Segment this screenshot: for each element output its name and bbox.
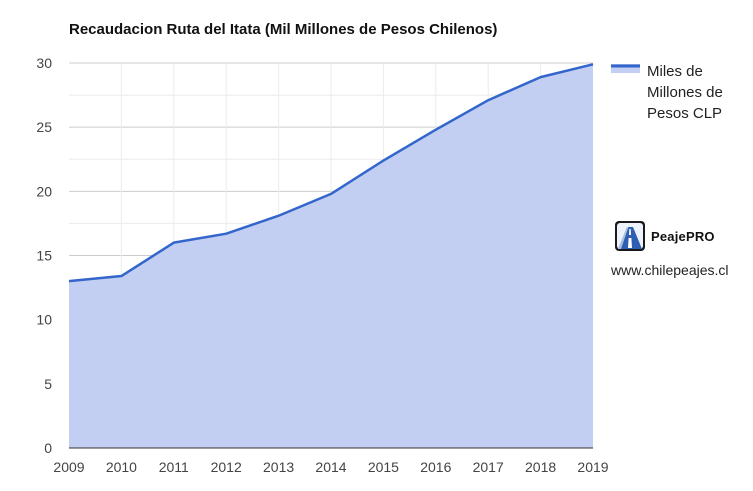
x-tick-label: 2019 bbox=[577, 459, 608, 475]
website-text: www.chilepeajes.cl bbox=[611, 262, 729, 278]
x-tick-label: 2017 bbox=[473, 459, 504, 475]
brand: PeajePRO bbox=[615, 221, 715, 251]
x-tick-label: 2018 bbox=[525, 459, 556, 475]
legend-label-line-3: Pesos CLP bbox=[647, 105, 722, 122]
x-tick-label: 2014 bbox=[315, 459, 346, 475]
series-area bbox=[69, 64, 593, 449]
y-tick-label: 30 bbox=[36, 55, 52, 71]
y-tick-label: 25 bbox=[36, 119, 52, 135]
road-perspective-logo-icon bbox=[615, 221, 645, 251]
y-tick-label: 10 bbox=[36, 312, 52, 328]
brand-name: PeajePRO bbox=[651, 228, 715, 244]
y-tick-label: 15 bbox=[36, 248, 52, 264]
legend-label-line-1: Miles de bbox=[647, 63, 703, 80]
y-tick-label: 0 bbox=[44, 440, 52, 456]
x-tick-label: 2012 bbox=[211, 459, 242, 475]
x-tick-label: 2011 bbox=[159, 459, 189, 475]
x-tick-label: 2015 bbox=[368, 459, 399, 475]
x-axis-ticks: 2009 2010 2011 2012 2013 2014 2015 2016 2017 2018… bbox=[53, 459, 608, 475]
y-axis-ticks: 0 5 10 15 20 25 30 bbox=[36, 55, 52, 456]
y-tick-label: 5 bbox=[44, 376, 52, 392]
legend-label-line-2: Millones de bbox=[647, 84, 723, 101]
y-tick-label: 20 bbox=[36, 183, 52, 199]
series-line bbox=[68, 63, 594, 283]
legend-swatch bbox=[611, 64, 640, 73]
x-tick-label: 2009 bbox=[53, 459, 84, 475]
x-tick-label: 2010 bbox=[106, 459, 137, 475]
chart-title: Recaudacion Ruta del Itata (Mil Millones… bbox=[69, 21, 497, 38]
area-fill bbox=[69, 64, 593, 449]
legend: Miles de Millones de Pesos CLP bbox=[611, 63, 723, 122]
x-tick-label: 2016 bbox=[420, 459, 451, 475]
x-tick-label: 2013 bbox=[263, 459, 294, 475]
